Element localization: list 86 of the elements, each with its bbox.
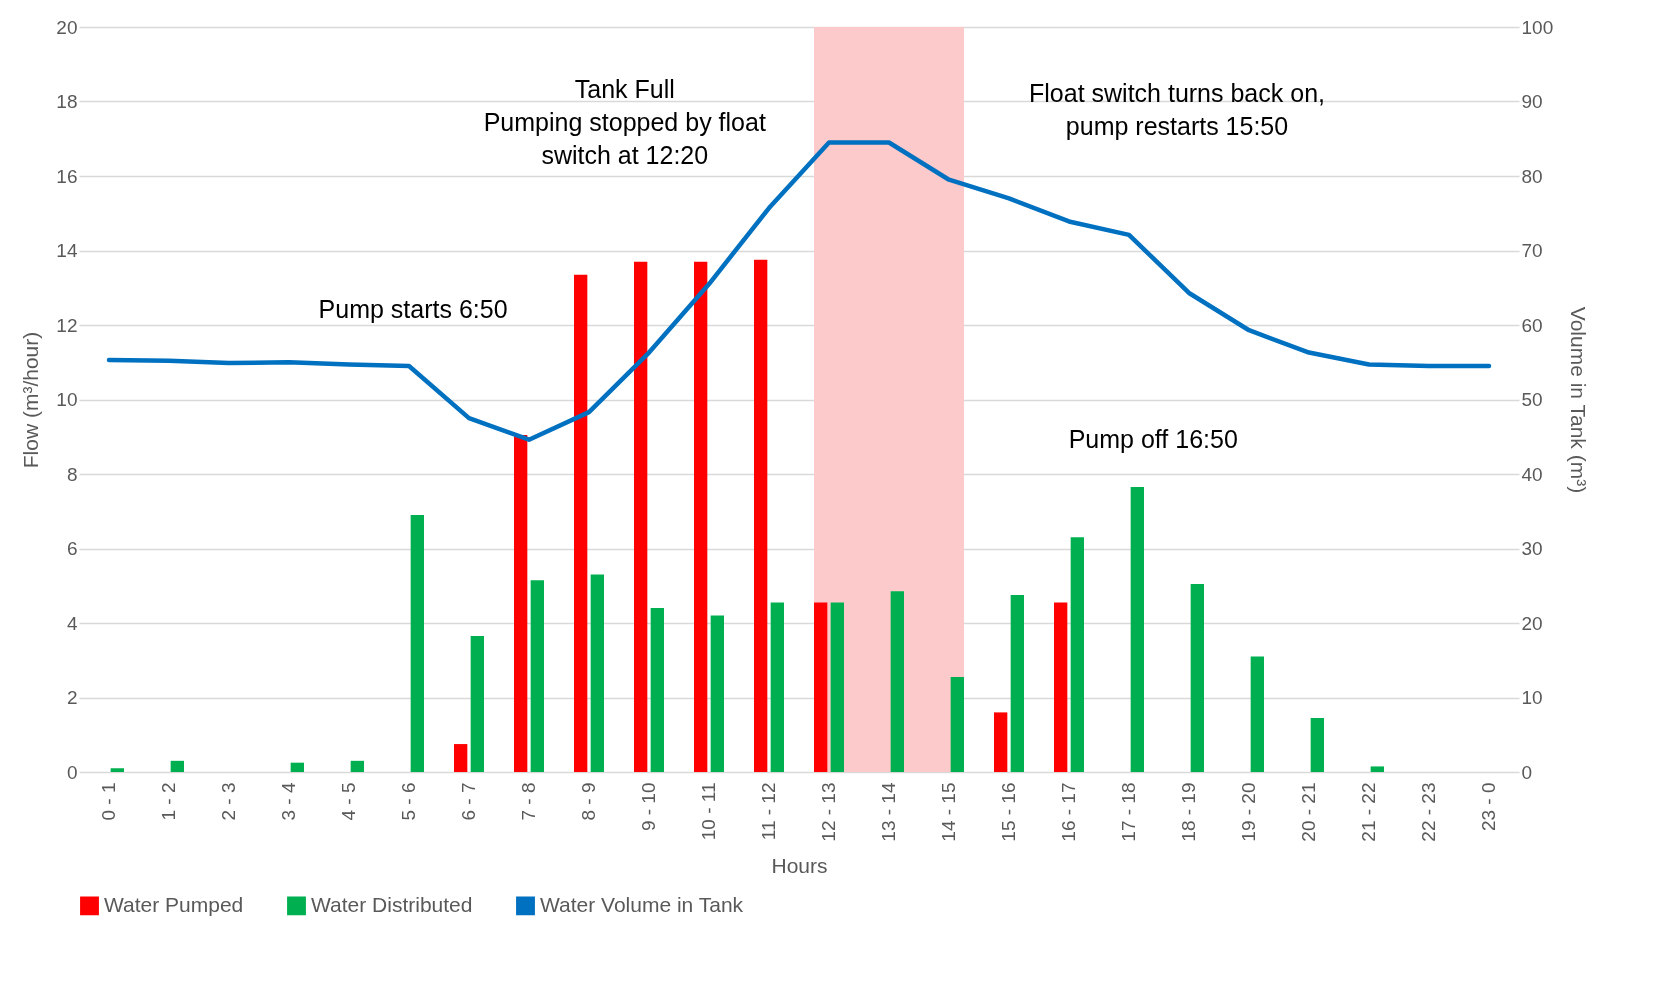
bar: [170, 760, 184, 772]
bar: [1070, 537, 1084, 772]
x-tick-label: 8 - 9: [578, 782, 599, 821]
x-tick-label: 16 - 17: [1058, 782, 1079, 842]
bar: [350, 760, 364, 772]
bar: [634, 261, 648, 772]
bar: [1190, 583, 1204, 772]
y-tick-label: 6: [66, 538, 78, 559]
y2-tick-label: 90: [1521, 91, 1543, 112]
y-tick-label: 2: [66, 687, 78, 708]
x-tick-label: 22 - 23: [1418, 782, 1439, 842]
x-tick-label: 17 - 18: [1118, 782, 1139, 842]
bar: [890, 591, 904, 772]
y2-tick-label: 80: [1521, 165, 1543, 187]
x-tick-label: 23 - 0: [1478, 782, 1499, 832]
x-tick-label: 3 - 4: [278, 782, 299, 821]
annotation: Tank Full Pumping stopped by float switch at 12:20: [483, 75, 766, 170]
x-tick-label: 20 - 21: [1298, 782, 1319, 842]
bar: [530, 580, 544, 772]
y-tick-label: 4: [66, 612, 78, 634]
bar: [110, 768, 124, 772]
x-tick-label: 4 - 5: [338, 782, 359, 821]
bar: [694, 261, 708, 772]
x-tick-label: 13 - 14: [878, 782, 899, 842]
x-tick-label: 0 - 1: [98, 782, 119, 821]
x-tick-label: 21 - 22: [1358, 782, 1379, 842]
annotation: Pump starts 6:50: [318, 295, 508, 324]
bar: [1054, 602, 1068, 772]
y-tick-label: 18: [56, 91, 78, 112]
y2-tick-label: 100: [1521, 16, 1554, 38]
bar: [1130, 487, 1144, 772]
legend-label: Water Distributed: [311, 892, 473, 916]
bar: [650, 608, 664, 772]
x-tick-label: 12 - 13: [818, 782, 839, 842]
x-tick-label: 10 - 11: [698, 782, 719, 841]
y-tick-label: 12: [56, 314, 78, 336]
bar: [514, 434, 528, 772]
legend-label: Water Volume in Tank: [540, 892, 744, 916]
y2-tick-label: 30: [1521, 538, 1543, 559]
y-tick-label: 20: [56, 16, 78, 38]
y2-tick-label: 50: [1521, 389, 1543, 410]
x-tick-label: 15 - 16: [998, 782, 1019, 842]
y-tick-label: 0: [66, 761, 78, 783]
bar: [574, 274, 588, 772]
bar: [470, 636, 484, 772]
x-tick-label: 6 - 7: [458, 782, 479, 821]
y2-tick-label: 40: [1521, 463, 1543, 485]
annotation: Pump off 16:50: [1068, 425, 1238, 454]
x-tick-label: 9 - 10: [638, 782, 659, 832]
bar: [950, 677, 964, 772]
y-tick-label: 10: [56, 389, 78, 410]
x-tick-label: 11 - 12: [758, 782, 779, 841]
y-tick-label: 14: [56, 240, 78, 261]
bar: [1370, 766, 1384, 772]
bar: [830, 602, 844, 772]
x-tick-label: 7 - 8: [518, 782, 539, 821]
y2-axis-title: Volume in Tank (m³): [1567, 306, 1591, 494]
bar: [994, 712, 1008, 772]
y2-tick-label: 0: [1521, 761, 1533, 783]
bar: [590, 574, 604, 772]
bar: [1250, 656, 1264, 772]
bar: [710, 615, 724, 772]
annotation: Float switch turns back on, pump restarts 15:50: [1029, 79, 1325, 141]
y2-tick-label: 70: [1521, 240, 1543, 261]
x-tick-label: 18 - 19: [1178, 782, 1199, 842]
bar: [754, 259, 768, 772]
bar: [1010, 595, 1024, 772]
y2-tick-label: 60: [1521, 314, 1543, 336]
bar: [290, 762, 304, 772]
x-tick-label: 19 - 20: [1238, 782, 1259, 842]
y2-tick-label: 20: [1521, 612, 1543, 634]
x-tick-label: 2 - 3: [218, 782, 239, 821]
bar: [814, 602, 828, 772]
bar: [1310, 717, 1324, 772]
x-tick-label: 1 - 2: [158, 782, 179, 821]
y2-tick-label: 10: [1521, 687, 1543, 708]
x-axis-title: Hours: [771, 853, 828, 877]
y-tick-label: 16: [56, 165, 78, 187]
y-axis-title: Flow (m³/hour): [19, 331, 43, 469]
y-tick-label: 8: [66, 463, 78, 485]
x-tick-label: 14 - 15: [938, 782, 959, 842]
x-tick-label: 5 - 6: [398, 782, 419, 821]
bar: [770, 602, 784, 772]
bar: [454, 744, 468, 772]
bar: [410, 514, 424, 772]
legend-label: Water Pumped: [104, 892, 244, 916]
